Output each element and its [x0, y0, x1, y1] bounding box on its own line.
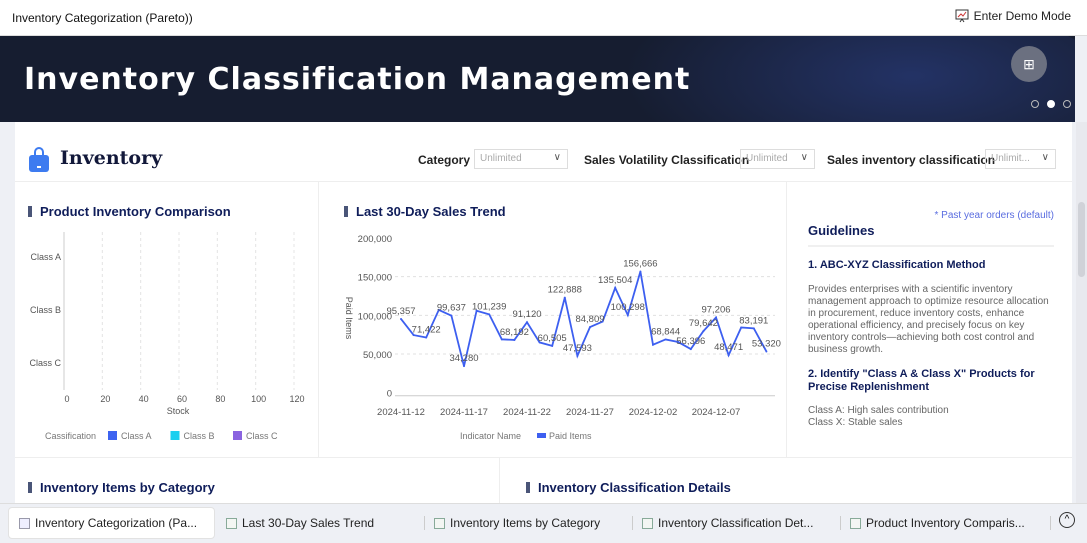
carousel-dot-1[interactable] — [1031, 100, 1039, 108]
guidelines-panel: * Past year orders (default) Guidelines … — [808, 210, 1058, 429]
x-tick-label: 0 — [64, 394, 69, 404]
sales-inventory-value: Unlimit... — [991, 153, 1030, 164]
guideline-2-line2: Class X: Stable sales — [808, 417, 903, 428]
chart-icon — [226, 517, 237, 529]
divider — [318, 182, 319, 457]
bottom-tab-bar: Inventory Categorization (Pa... Last 30-… — [0, 503, 1087, 543]
tab-separator — [632, 516, 633, 530]
tab-inventory-categorization[interactable]: Inventory Categorization (Pa... — [8, 507, 215, 539]
tab-label: Inventory Categorization (Pa... — [35, 516, 198, 530]
shopping-bag-icon — [29, 147, 49, 172]
fullscreen-icon: ⊞ — [1023, 55, 1035, 72]
legend-swatch — [170, 431, 180, 440]
chevron-down-icon: ∨ — [553, 152, 561, 163]
banner-title: Inventory Classification Management — [24, 62, 691, 97]
divider — [786, 182, 787, 457]
category-value: Unlimited — [480, 153, 522, 164]
banner: Inventory Classification Management ⊞ — [0, 36, 1075, 122]
tab-sales-trend[interactable]: Last 30-Day Sales Trend — [216, 507, 374, 539]
legend-item: Class A — [121, 431, 152, 441]
legend-swatch — [108, 431, 117, 440]
legend-item: Class C — [246, 431, 278, 441]
chevron-down-icon: ∨ — [1041, 152, 1049, 163]
sales-volatility-value: Unlimited — [746, 153, 788, 164]
divider — [15, 457, 1072, 458]
guidelines-note: * Past year orders (default) — [934, 210, 1055, 221]
x-tick-label: 60 — [177, 394, 187, 404]
guideline-2-line1: Class A: High sales contribution — [808, 405, 949, 416]
banner-pattern — [600, 36, 1075, 122]
inventory-comparison-title: Product Inventory Comparison — [28, 204, 231, 219]
x-tick-label: 100 — [251, 394, 266, 404]
y-tick-label: Class A — [30, 252, 61, 262]
tab-separator — [424, 516, 425, 530]
x-tick-label: 120 — [289, 394, 304, 404]
x-tick-label: 80 — [215, 394, 225, 404]
enter-demo-mode-button[interactable]: Enter Demo Mode — [955, 9, 1071, 23]
app-title: Inventory Categorization (Pareto)) — [12, 11, 193, 25]
chevron-down-icon: ∨ — [800, 152, 808, 163]
sales-trend-title: Last 30-Day Sales Trend — [344, 204, 506, 219]
sales-volatility-label: Sales Volatility Classification — [584, 153, 750, 167]
guidelines-title: Guidelines — [808, 224, 1054, 247]
y-tick-label: Class C — [29, 358, 61, 368]
y-tick-label: Class B — [30, 305, 61, 315]
page-title: Inventory — [60, 147, 163, 169]
chart-icon — [434, 517, 445, 529]
guideline-2-title: 2. Identify "Class A & Class X" Products… — [808, 368, 1035, 393]
x-axis-label: Stock — [167, 406, 190, 416]
x-tick-label: 20 — [100, 394, 110, 404]
sales-inventory-label: Sales inventory classification — [827, 153, 996, 167]
tab-label: Product Inventory Comparis... — [866, 516, 1025, 530]
items-by-category-title: Inventory Items by Category — [28, 480, 215, 495]
chart-icon — [850, 517, 861, 529]
scrollbar[interactable] — [1076, 122, 1087, 503]
tab-separator — [1050, 516, 1051, 530]
carousel-dot-2[interactable] — [1047, 100, 1055, 108]
top-bar: Inventory Categorization (Pareto)) Enter… — [0, 0, 1087, 36]
collapse-tabs-button[interactable]: ^ — [1059, 512, 1075, 528]
tab-label: Inventory Classification Det... — [658, 516, 814, 530]
legend-title: Cassification — [45, 431, 96, 441]
category-select[interactable]: Unlimited ∨ — [474, 149, 568, 169]
presentation-icon — [955, 9, 969, 23]
sales-volatility-select[interactable]: Unlimited ∨ — [740, 149, 815, 169]
tab-label: Inventory Items by Category — [450, 516, 601, 530]
chart-icon — [642, 517, 653, 529]
dashboard-icon — [19, 517, 30, 529]
x-tick-label: 40 — [139, 394, 149, 404]
tab-inventory-comparison[interactable]: Product Inventory Comparis... — [840, 507, 1025, 539]
scrollbar-thumb[interactable] — [1078, 202, 1085, 277]
tab-items-by-category[interactable]: Inventory Items by Category — [424, 507, 600, 539]
tab-separator — [840, 516, 841, 530]
sales-inventory-select[interactable]: Unlimit... ∨ — [985, 149, 1056, 169]
guideline-1-body: Provides enterprises with a scientific i… — [808, 284, 1049, 355]
tab-label: Last 30-Day Sales Trend — [242, 516, 375, 530]
tab-classification-details[interactable]: Inventory Classification Det... — [632, 507, 813, 539]
demo-label: Enter Demo Mode — [973, 9, 1071, 23]
divider — [499, 458, 500, 503]
category-filter-label: Category — [418, 153, 471, 167]
carousel-dot-3[interactable] — [1063, 100, 1071, 108]
legend-swatch — [233, 431, 242, 440]
divider — [15, 181, 1072, 182]
classification-details-title: Inventory Classification Details — [526, 480, 731, 495]
guideline-1-title: 1. ABC-XYZ Classification Method — [808, 259, 986, 271]
legend-item: Class B — [184, 431, 215, 441]
inventory-comparison-chart: 0 20 40 60 80 100 120 Class A Class B Class C Stoc… — [29, 232, 305, 441]
chevron-up-icon: ^ — [1064, 514, 1070, 525]
fullscreen-button[interactable]: ⊞ — [1011, 46, 1047, 82]
